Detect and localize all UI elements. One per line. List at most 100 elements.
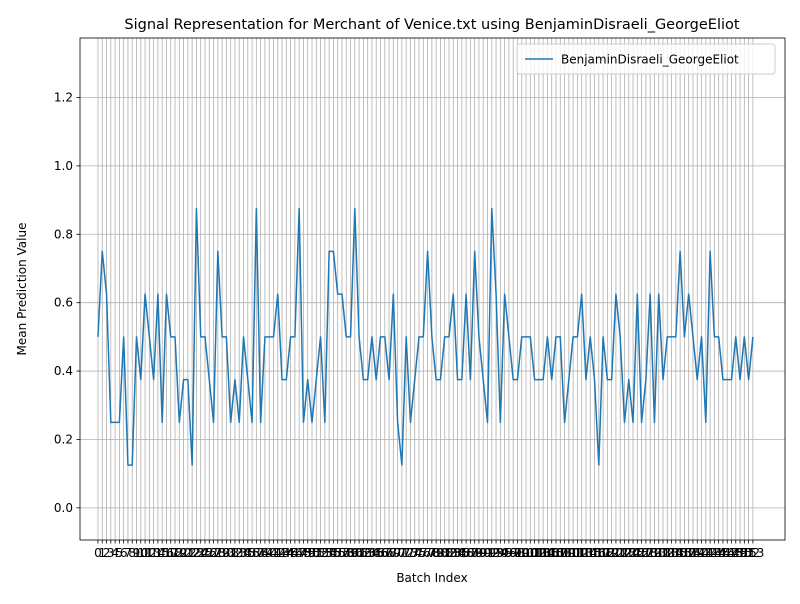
x-tick-label: 64 <box>364 546 379 560</box>
x-tick-label: 135 <box>664 546 687 560</box>
y-tick-label: 0.0 <box>54 501 73 515</box>
x-tick-label: 139 <box>682 546 705 560</box>
x-tick-label: 81 <box>437 546 452 560</box>
x-tick-label: 34 <box>236 546 251 560</box>
x-tick-label: 13 <box>146 546 161 560</box>
x-tick-label: 107 <box>545 546 568 560</box>
x-tick-label: 145 <box>707 546 730 560</box>
x-tick-label: 66 <box>373 546 388 560</box>
x-tick-label: 78 <box>424 546 439 560</box>
x-tick-label: 1 <box>98 546 106 560</box>
x-tick-label: 20 <box>176 546 191 560</box>
y-tick-label: 1.0 <box>54 159 73 173</box>
x-tick-label: 115 <box>579 546 602 560</box>
x-tick-label: 116 <box>583 546 606 560</box>
x-tick-label: 7 <box>124 546 132 560</box>
x-tick-label: 22 <box>185 546 200 560</box>
x-tick-label: 37 <box>249 546 264 560</box>
x-tick-label: 128 <box>634 546 657 560</box>
x-tick-label: 141 <box>690 546 713 560</box>
x-tick-label: 56 <box>330 546 345 560</box>
x-tick-label: 27 <box>206 546 221 560</box>
x-tick-label: 90 <box>476 546 491 560</box>
y-tick-label: 0.6 <box>54 296 73 310</box>
x-tick-label: 59 <box>343 546 358 560</box>
x-tick-label: 151 <box>733 546 756 560</box>
x-tick-label: 98 <box>510 546 525 560</box>
x-tick-label: 17 <box>163 546 178 560</box>
legend-box <box>516 43 776 75</box>
x-tick-label: 88 <box>467 546 482 560</box>
x-tick-label: 65 <box>369 546 384 560</box>
x-tick-label: 84 <box>450 546 465 560</box>
x-tick-label: 121 <box>604 546 627 560</box>
x-tick-label: 147 <box>716 546 739 560</box>
y-tick-label: 0.8 <box>54 227 73 241</box>
x-tick-label: 33 <box>232 546 247 560</box>
x-tick-label: 117 <box>587 546 610 560</box>
x-tick-label: 10 <box>133 546 148 560</box>
x-axis-label: Batch Index <box>396 571 467 585</box>
plot-frame <box>79 37 786 541</box>
x-tick-label: 31 <box>223 546 238 560</box>
x-tick-label: 112 <box>566 546 589 560</box>
x-tick-label: 152 <box>737 546 760 560</box>
x-tick-label: 44 <box>279 546 294 560</box>
x-tick-label: 55 <box>326 546 341 560</box>
x-tick-label: 96 <box>501 546 516 560</box>
x-tick-label: 102 <box>523 546 546 560</box>
x-tick-label: 63 <box>360 546 375 560</box>
chart-title: Signal Representation for Merchant of Ve… <box>124 17 739 33</box>
x-tick-label: 105 <box>536 546 559 560</box>
x-tick-label: 143 <box>699 546 722 560</box>
x-tick-label: 36 <box>244 546 259 560</box>
x-tick-label: 127 <box>630 546 653 560</box>
x-tick-label: 32 <box>227 546 242 560</box>
x-tick-label: 94 <box>493 546 508 560</box>
x-tick-label: 61 <box>351 546 366 560</box>
x-tick-label: 11 <box>137 546 152 560</box>
x-tick-label: 101 <box>519 546 542 560</box>
x-tick-label: 54 <box>321 546 336 560</box>
x-tick-label: 58 <box>339 546 354 560</box>
x-tick-label: 83 <box>446 546 461 560</box>
x-tick-label: 74 <box>407 546 422 560</box>
x-tick-label: 47 <box>292 546 307 560</box>
x-tick-label: 125 <box>622 546 645 560</box>
y-tick-label: 0.4 <box>54 364 73 378</box>
x-tick-label: 46 <box>287 546 302 560</box>
x-tick-label: 26 <box>202 546 217 560</box>
x-tick-label: 57 <box>334 546 349 560</box>
x-tick-label: 68 <box>381 546 396 560</box>
x-tick-label: 144 <box>703 546 726 560</box>
x-tick-label: 5 <box>116 546 124 560</box>
x-tick-label: 80 <box>433 546 448 560</box>
x-tick-label: 109 <box>553 546 576 560</box>
x-tick-label: 41 <box>266 546 281 560</box>
x-tick-label: 0 <box>94 546 102 560</box>
x-tick-label: 111 <box>562 546 585 560</box>
x-tick-label: 72 <box>399 546 414 560</box>
x-tick-label: 43 <box>274 546 289 560</box>
x-tick-label: 119 <box>596 546 619 560</box>
x-tick-label: 48 <box>296 546 311 560</box>
x-tick-label: 97 <box>506 546 521 560</box>
x-tick-label: 114 <box>575 546 598 560</box>
y-axis-label: Mean Prediction Value <box>15 223 29 356</box>
x-tick-label: 8 <box>128 546 136 560</box>
x-tick-label: 60 <box>347 546 362 560</box>
legend: BenjaminDisraeli_GeorgeEliot <box>516 43 776 75</box>
x-tick-label: 138 <box>677 546 700 560</box>
x-tick-label: 134 <box>660 546 683 560</box>
x-tick-label: 30 <box>219 546 234 560</box>
x-tick-label: 24 <box>193 546 208 560</box>
x-tick-label: 23 <box>189 546 204 560</box>
x-tick-label: 108 <box>549 546 572 560</box>
x-tick-label: 133 <box>656 546 679 560</box>
x-tick-label: 76 <box>416 546 431 560</box>
x-tick-label: 150 <box>729 546 752 560</box>
x-tick-label: 99 <box>514 546 529 560</box>
x-tick-label: 113 <box>570 546 593 560</box>
x-tick-label: 130 <box>643 546 666 560</box>
x-tick-label: 75 <box>411 546 426 560</box>
